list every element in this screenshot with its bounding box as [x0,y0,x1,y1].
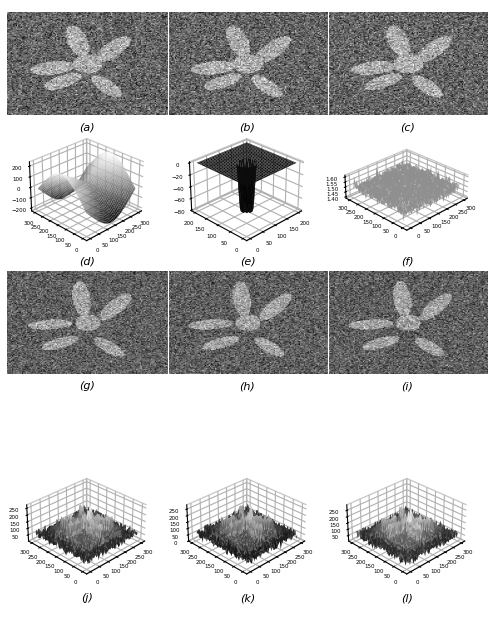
Text: (b): (b) [240,123,255,133]
Text: (g): (g) [80,381,96,391]
Text: (h): (h) [240,381,255,391]
Text: (l): (l) [401,593,413,603]
Text: (d): (d) [80,257,96,267]
Text: (f): (f) [401,257,414,267]
Text: (j): (j) [82,593,94,603]
Text: (c): (c) [400,123,415,133]
Text: (a): (a) [80,123,95,133]
Text: (e): (e) [240,257,255,267]
Text: (i): (i) [401,381,413,391]
Text: (k): (k) [240,593,255,603]
